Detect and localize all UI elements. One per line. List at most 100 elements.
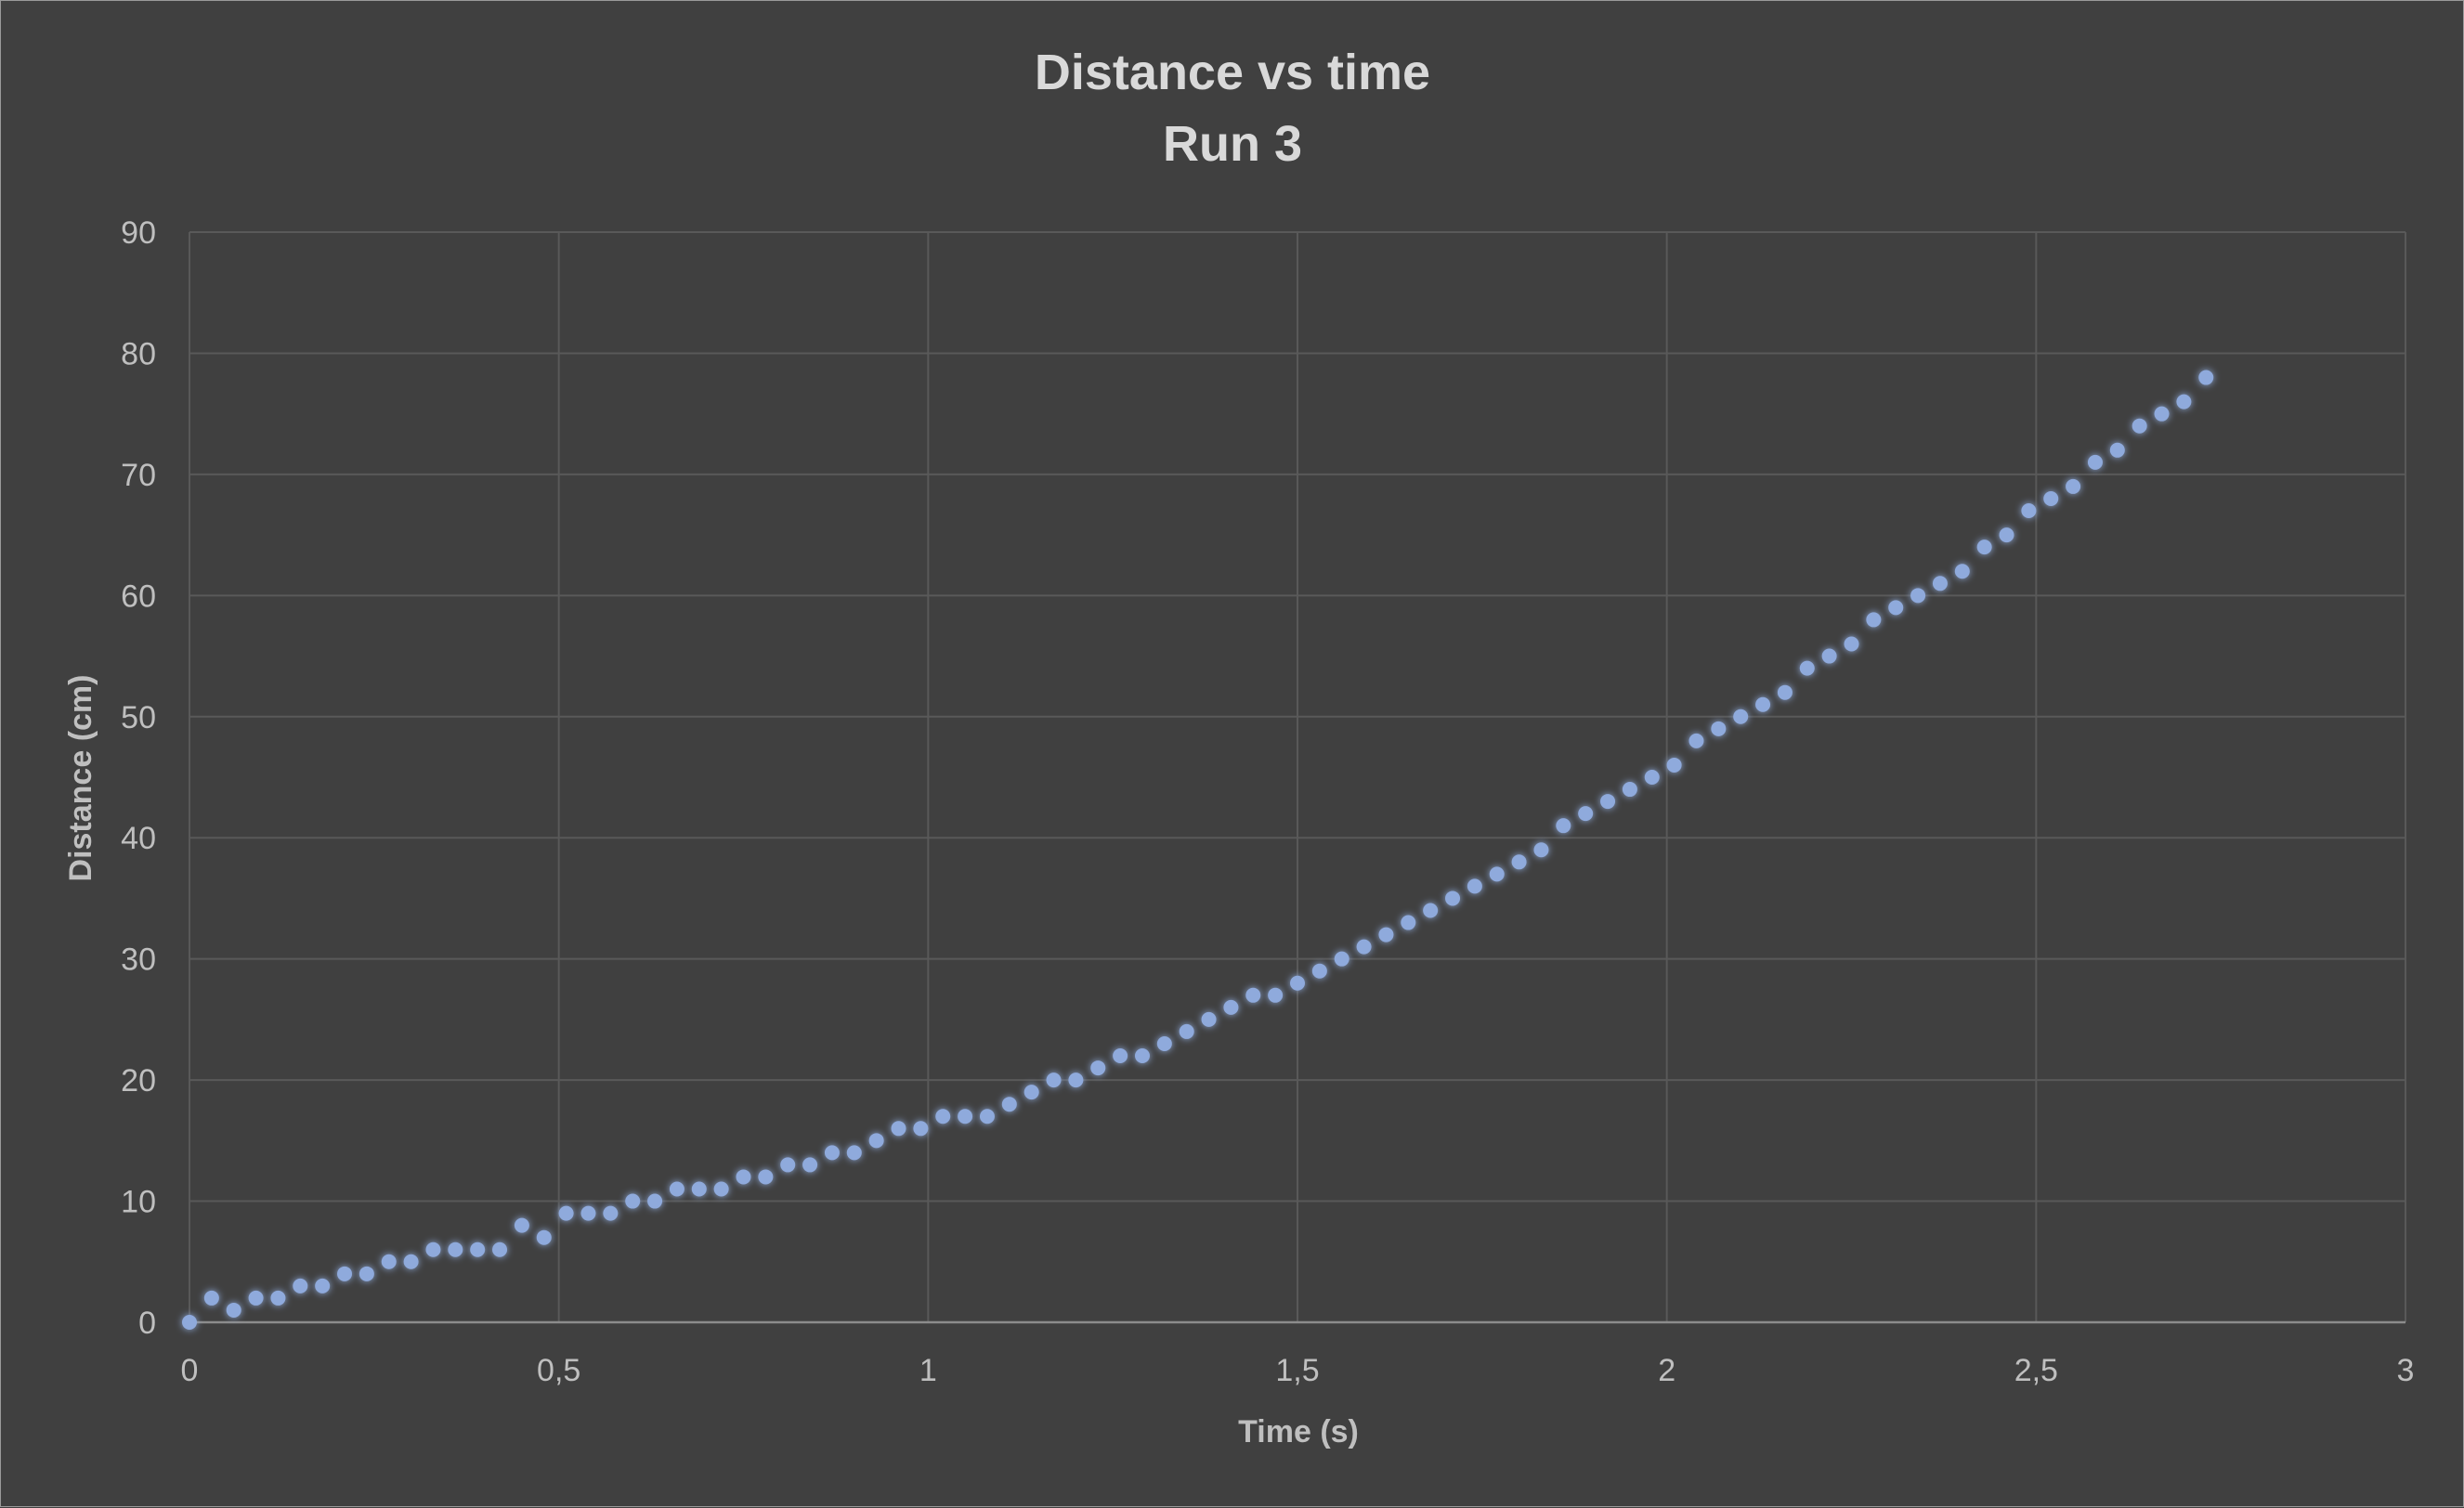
y-axis-title: Distance (cm)	[63, 675, 98, 882]
data-point	[1866, 612, 1882, 628]
data-point	[1489, 866, 1505, 882]
y-tick-label: 10	[121, 1185, 156, 1220]
data-point	[536, 1229, 552, 1245]
data-point	[1600, 794, 1616, 810]
data-point	[1777, 684, 1793, 700]
data-point	[1910, 588, 1926, 604]
data-point	[1245, 987, 1261, 1003]
data-point	[1578, 806, 1594, 822]
y-tick-label: 60	[121, 578, 156, 614]
data-point	[1156, 1035, 1172, 1051]
data-point	[958, 1109, 973, 1124]
x-tick-label: 2	[1658, 1353, 1675, 1388]
data-point	[315, 1278, 331, 1294]
data-point	[1001, 1097, 1017, 1112]
data-point	[1999, 527, 2014, 543]
chart-title: Distance vs time	[1035, 45, 1430, 100]
data-point	[470, 1242, 486, 1257]
data-point	[403, 1254, 419, 1269]
data-point	[1311, 963, 1327, 979]
data-point	[2043, 490, 2059, 506]
y-tick-label: 80	[121, 336, 156, 371]
data-point	[868, 1133, 884, 1149]
data-point	[1445, 890, 1461, 906]
data-point	[1755, 696, 1771, 712]
y-tick-label: 0	[138, 1306, 156, 1341]
data-point	[824, 1145, 840, 1161]
data-point	[1533, 842, 1549, 858]
data-point	[270, 1290, 286, 1306]
data-point	[1888, 600, 1904, 616]
data-point	[580, 1205, 596, 1221]
x-tick-label: 2,5	[2014, 1353, 2058, 1388]
data-point	[2109, 442, 2125, 458]
data-point	[979, 1109, 995, 1124]
data-point	[603, 1205, 619, 1221]
data-point	[2021, 503, 2037, 519]
data-point	[2132, 418, 2147, 434]
y-tick-label: 90	[121, 215, 156, 251]
data-point	[2154, 406, 2170, 422]
data-point	[226, 1302, 241, 1318]
data-point	[1223, 999, 1239, 1015]
data-point	[1799, 660, 1815, 676]
data-point	[1113, 1048, 1128, 1064]
data-point	[1090, 1060, 1106, 1076]
data-point	[448, 1242, 463, 1257]
x-tick-label: 0,5	[537, 1353, 580, 1388]
data-point	[1268, 987, 1284, 1003]
data-point	[1201, 1011, 1217, 1027]
data-point	[1932, 576, 1948, 592]
data-point	[1467, 878, 1482, 894]
data-point	[625, 1193, 641, 1209]
chart-subtitle: Run 3	[1163, 116, 1302, 172]
data-point	[1423, 903, 1439, 918]
tick-labels: 0 10 20 30 40 50 60 70 80 90 0 0,5 1 1,5 2 2,5 3	[121, 215, 2414, 1388]
data-point	[2176, 394, 2192, 410]
y-tick-label: 20	[121, 1063, 156, 1098]
data-point	[1666, 757, 1682, 773]
data-points	[182, 370, 2214, 1330]
data-point	[248, 1290, 264, 1306]
x-tick-label: 1	[919, 1353, 937, 1388]
data-point	[1334, 951, 1349, 967]
data-point	[1134, 1048, 1150, 1064]
x-tick-label: 0	[181, 1353, 199, 1388]
data-point	[492, 1242, 508, 1257]
data-point	[1068, 1072, 1084, 1088]
data-point	[1401, 915, 1416, 930]
data-point	[1622, 782, 1637, 798]
data-point	[2087, 454, 2103, 470]
y-tick-label: 30	[121, 942, 156, 978]
data-point	[1844, 636, 1859, 652]
data-point	[913, 1121, 929, 1137]
data-point	[1976, 540, 1992, 555]
data-point	[182, 1315, 197, 1330]
gridlines	[189, 231, 2406, 1322]
data-point	[1556, 818, 1571, 834]
data-point	[1023, 1085, 1039, 1100]
data-point	[514, 1217, 529, 1233]
data-point	[802, 1157, 818, 1173]
data-point	[337, 1266, 353, 1281]
data-point	[935, 1109, 951, 1124]
data-point	[736, 1169, 751, 1185]
data-point	[691, 1181, 707, 1197]
data-point	[1511, 854, 1527, 870]
data-point	[381, 1254, 397, 1269]
data-point	[293, 1278, 308, 1294]
x-tick-label: 3	[2397, 1353, 2415, 1388]
data-point	[891, 1121, 906, 1137]
data-point	[1711, 721, 1727, 736]
data-point	[1356, 939, 1372, 955]
data-point	[359, 1266, 374, 1281]
data-point	[647, 1193, 663, 1209]
x-tick-label: 1,5	[1275, 1353, 1319, 1388]
data-point	[713, 1181, 729, 1197]
data-point	[1046, 1072, 1062, 1088]
data-point	[1733, 708, 1749, 724]
data-point	[846, 1145, 862, 1161]
data-point	[558, 1205, 574, 1221]
